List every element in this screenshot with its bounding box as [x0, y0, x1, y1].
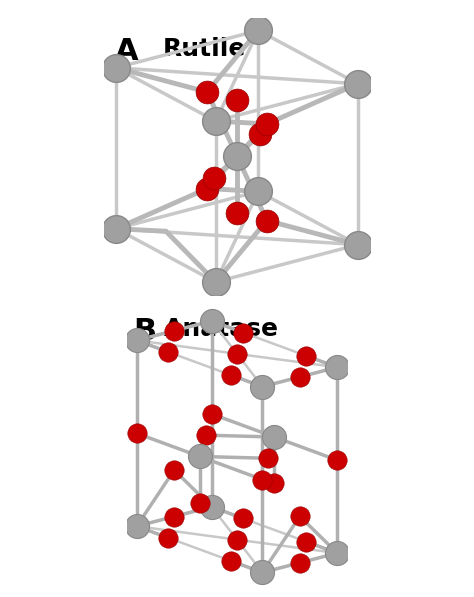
Point [302, 351, 310, 361]
Point [233, 349, 241, 359]
Point [203, 87, 211, 97]
Point [227, 370, 235, 380]
Point [112, 63, 120, 73]
Point [210, 173, 218, 183]
Point [203, 184, 211, 193]
Point [202, 430, 210, 440]
Point [259, 568, 266, 577]
Point [112, 224, 120, 233]
Point [171, 326, 178, 336]
Point [302, 537, 310, 546]
Point [208, 502, 215, 512]
Point [171, 465, 178, 475]
Point [296, 512, 303, 521]
Point [354, 79, 362, 88]
Point [255, 187, 262, 196]
Point [264, 454, 272, 463]
Text: B: B [133, 316, 156, 346]
Text: Rutile: Rutile [163, 37, 246, 61]
Point [296, 558, 303, 568]
Point [212, 277, 219, 287]
Point [233, 95, 241, 104]
Point [233, 535, 241, 544]
Point [171, 512, 178, 521]
Point [212, 116, 219, 126]
Point [255, 26, 262, 35]
Point [164, 347, 172, 357]
Point [263, 216, 271, 225]
Point [133, 429, 141, 438]
Point [208, 316, 215, 326]
Point [208, 409, 215, 418]
Point [164, 533, 172, 543]
Point [333, 456, 341, 465]
Point [256, 130, 264, 139]
Point [259, 382, 266, 392]
Point [239, 513, 247, 523]
Point [133, 521, 141, 531]
Point [196, 498, 203, 507]
Point [227, 556, 235, 566]
Point [333, 548, 341, 558]
Text: Anatase: Anatase [164, 316, 279, 341]
Text: A: A [115, 37, 138, 66]
Point [296, 372, 303, 381]
Point [354, 240, 362, 250]
Point [271, 479, 278, 488]
Point [233, 208, 241, 217]
Point [239, 328, 247, 337]
Point [263, 119, 271, 129]
Point [259, 475, 266, 484]
Point [271, 432, 278, 442]
Point [233, 152, 241, 161]
Point [196, 452, 203, 461]
Point [333, 362, 341, 372]
Point [133, 336, 141, 345]
